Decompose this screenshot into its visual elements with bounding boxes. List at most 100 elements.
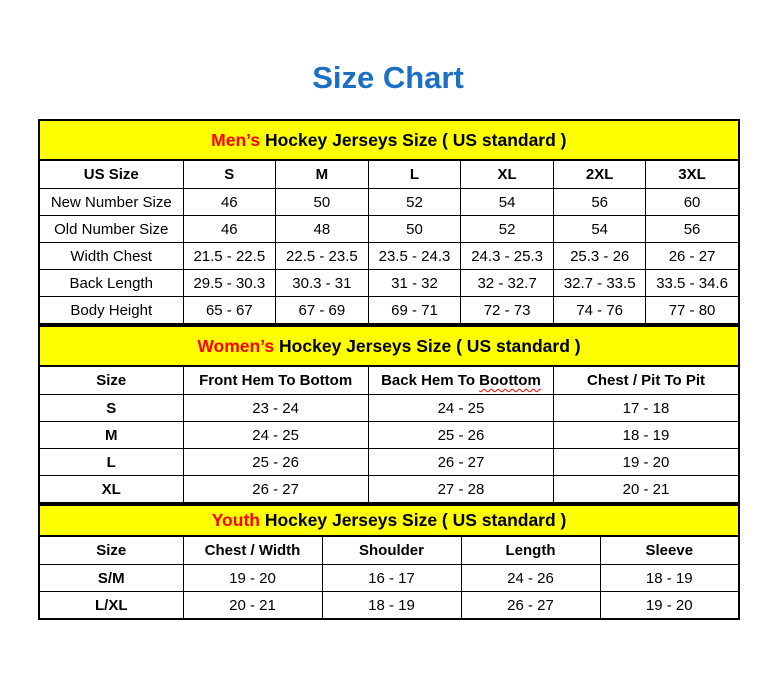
table-row: L/XL 20 - 21 18 - 19 26 - 27 19 - 20 [38, 591, 740, 620]
mens-section-header: Men’s Hockey Jerseys Size ( US standard … [38, 119, 740, 161]
youth-size-table: Youth Hockey Jerseys Size ( US standard … [37, 504, 741, 620]
cell-value: 23.5 - 24.3 [367, 242, 462, 270]
youth-col-header-sleeve: Sleeve [599, 535, 740, 565]
womens-section-header: Women’s Hockey Jerseys Size ( US standar… [38, 325, 740, 367]
cell-value: 67 - 69 [275, 296, 369, 325]
cell-value: 29.5 - 30.3 [182, 269, 277, 297]
cell-value: 22.5 - 23.5 [275, 242, 369, 270]
cell-value: 72 - 73 [460, 296, 554, 325]
table-row: Back Length 29.5 - 30.3 30.3 - 31 31 - 3… [38, 269, 740, 297]
cell-value: 19 - 20 [553, 448, 740, 476]
cell-value: 25 - 26 [367, 421, 555, 449]
cell-value: 21.5 - 22.5 [182, 242, 277, 270]
back-hem-misspelled-word: Boottom [479, 372, 541, 389]
youth-column-header-row: Size Chest / Width Shoulder Length Sleev… [38, 535, 740, 565]
cell-value: 69 - 71 [367, 296, 462, 325]
row-label: Body Height [38, 296, 184, 325]
cell-value: 48 [275, 215, 369, 243]
table-row: Width Chest 21.5 - 22.5 22.5 - 23.5 23.5… [38, 242, 740, 270]
cell-value: 24 - 25 [182, 421, 369, 449]
cell-value: 24 - 25 [367, 394, 555, 422]
cell-value: 19 - 20 [182, 564, 323, 592]
cell-value: 52 [367, 188, 462, 216]
table-row: Old Number Size 46 48 50 52 54 56 [38, 215, 740, 243]
table-row: XL 26 - 27 27 - 28 20 - 21 [38, 475, 740, 504]
youth-section-header: Youth Hockey Jerseys Size ( US standard … [37, 504, 741, 537]
cell-value: 31 - 32 [367, 269, 462, 297]
row-label: L/XL [38, 591, 184, 620]
cell-value: 46 [182, 215, 277, 243]
cell-value: 24.3 - 25.3 [460, 242, 554, 270]
cell-value: 32 - 32.7 [460, 269, 554, 297]
back-hem-prefix: Back Hem To [381, 372, 475, 389]
cell-value: 56 [645, 215, 740, 243]
mens-col-header-l: L [367, 159, 462, 189]
row-label: XL [38, 475, 184, 504]
youth-col-header-length: Length [460, 535, 601, 565]
youth-col-header-shoulder: Shoulder [321, 535, 462, 565]
mens-col-header-2xl: 2XL [552, 159, 647, 189]
cell-value: 18 - 19 [599, 564, 740, 592]
cell-value: 26 - 27 [182, 475, 369, 504]
womens-column-header-row: Size Front Hem To Bottom Back Hem To Boo… [38, 365, 740, 395]
table-row: S 23 - 24 24 - 25 17 - 18 [38, 394, 740, 422]
cell-value: 18 - 19 [553, 421, 740, 449]
cell-value: 74 - 76 [552, 296, 647, 325]
womens-col-header-back-hem: Back Hem To Boottom [367, 365, 555, 395]
cell-value: 17 - 18 [553, 394, 740, 422]
cell-value: 18 - 19 [321, 591, 462, 620]
cell-value: 50 [367, 215, 462, 243]
cell-value: 26 - 27 [367, 448, 555, 476]
cell-value: 25.3 - 26 [552, 242, 647, 270]
mens-header-text: Hockey Jerseys Size ( US standard ) [264, 129, 567, 150]
youth-col-header-size: Size [38, 535, 184, 565]
cell-value: 19 - 20 [599, 591, 740, 620]
row-label: New Number Size [38, 188, 184, 216]
cell-value: 20 - 21 [553, 475, 740, 504]
cell-value: 27 - 28 [367, 475, 555, 504]
table-row: M 24 - 25 25 - 26 18 - 19 [38, 421, 740, 449]
page-title: Size Chart [312, 60, 464, 95]
cell-value: 16 - 17 [321, 564, 462, 592]
youth-col-header-chest-width: Chest / Width [182, 535, 323, 565]
cell-value: 26 - 27 [460, 591, 601, 620]
row-label: Back Length [38, 269, 184, 297]
table-row: Body Height 65 - 67 67 - 69 69 - 71 72 -… [38, 296, 740, 325]
cell-value: 56 [552, 188, 647, 216]
table-row: S/M 19 - 20 16 - 17 24 - 26 18 - 19 [38, 564, 740, 592]
youth-section-header-row: Youth Hockey Jerseys Size ( US standard … [37, 504, 741, 537]
row-label: Width Chest [38, 242, 184, 270]
cell-value: 33.5 - 34.6 [645, 269, 740, 297]
cell-value: 24 - 26 [460, 564, 601, 592]
row-label: S [38, 394, 184, 422]
row-label: Old Number Size [38, 215, 184, 243]
cell-value: 32.7 - 33.5 [552, 269, 647, 297]
cell-value: 60 [645, 188, 740, 216]
cell-value: 20 - 21 [182, 591, 323, 620]
cell-value: 26 - 27 [645, 242, 740, 270]
womens-accent-label: Women’s [197, 335, 275, 356]
womens-size-table: Women’s Hockey Jerseys Size ( US standar… [38, 325, 740, 504]
cell-value: 46 [182, 188, 277, 216]
table-row: L 25 - 26 26 - 27 19 - 20 [38, 448, 740, 476]
womens-col-header-chest: Chest / Pit To Pit [553, 365, 740, 395]
cell-value: 65 - 67 [182, 296, 277, 325]
cell-value: 23 - 24 [182, 394, 369, 422]
cell-value: 25 - 26 [182, 448, 369, 476]
womens-header-text: Hockey Jerseys Size ( US standard ) [279, 335, 581, 356]
cell-value: 54 [460, 188, 554, 216]
womens-section-header-row: Women’s Hockey Jerseys Size ( US standar… [38, 325, 740, 367]
row-label: L [38, 448, 184, 476]
row-label: S/M [38, 564, 184, 592]
youth-header-text: Hockey Jerseys Size ( US standard ) [264, 510, 567, 530]
mens-col-header-xl: XL [460, 159, 554, 189]
womens-col-header-front-hem: Front Hem To Bottom [182, 365, 369, 395]
mens-col-header-3xl: 3XL [645, 159, 740, 189]
table-row: New Number Size 46 50 52 54 56 60 [38, 188, 740, 216]
mens-col-header-us-size: US Size [38, 159, 184, 189]
womens-col-header-size: Size [38, 365, 184, 395]
cell-value: 54 [552, 215, 647, 243]
cell-value: 50 [275, 188, 369, 216]
cell-value: 30.3 - 31 [275, 269, 369, 297]
cell-value: 52 [460, 215, 554, 243]
